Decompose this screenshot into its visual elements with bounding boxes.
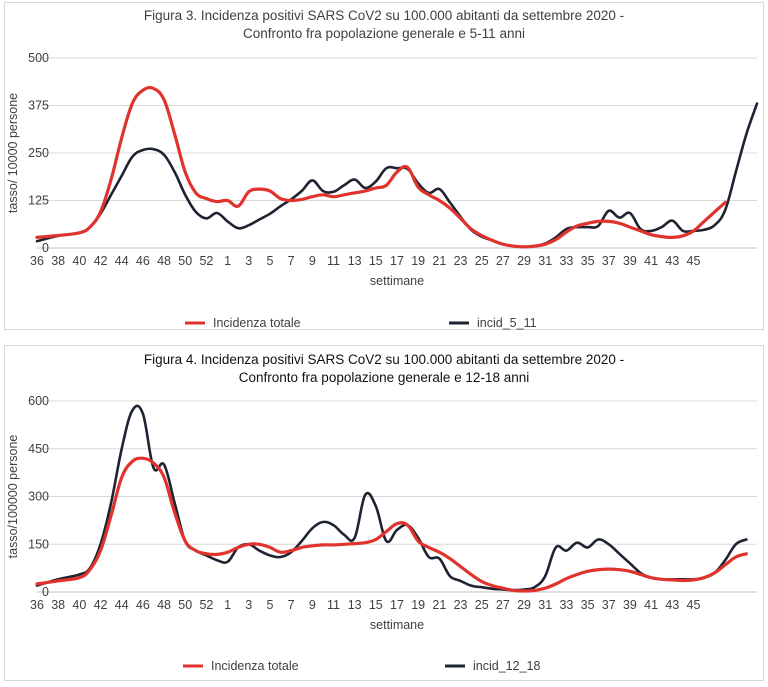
y-tick-label: 0 bbox=[42, 241, 49, 255]
x-tick-label: 50 bbox=[178, 254, 192, 268]
x-tick-label: 41 bbox=[644, 254, 658, 268]
x-tick-label: 46 bbox=[136, 598, 150, 612]
x-tick-label: 38 bbox=[51, 254, 65, 268]
y-tick-label: 300 bbox=[28, 490, 49, 504]
x-tick-label: 21 bbox=[432, 598, 446, 612]
legend-label: incid_12_18 bbox=[473, 659, 540, 673]
x-tick-label: 37 bbox=[602, 254, 616, 268]
series-line-incidenza-totale bbox=[35, 456, 748, 593]
x-tick-label: 25 bbox=[475, 254, 489, 268]
x-tick-label: 39 bbox=[623, 598, 637, 612]
x-tick-label: 48 bbox=[157, 254, 171, 268]
x-tick-label: 7 bbox=[288, 254, 295, 268]
x-tick-label: 43 bbox=[665, 598, 679, 612]
x-tick-label: 27 bbox=[496, 598, 510, 612]
legend-label: Incidenza totale bbox=[211, 659, 299, 673]
x-tick-label: 15 bbox=[369, 598, 383, 612]
x-tick-label: 37 bbox=[602, 598, 616, 612]
x-tick-label: 13 bbox=[348, 254, 362, 268]
x-tick-label: 3 bbox=[245, 254, 252, 268]
x-tick-label: 29 bbox=[517, 254, 531, 268]
x-tick-label: 19 bbox=[411, 598, 425, 612]
x-tick-label: 17 bbox=[390, 254, 404, 268]
x-tick-label: 5 bbox=[266, 598, 273, 612]
x-tick-label: 33 bbox=[559, 598, 573, 612]
x-tick-label: 17 bbox=[390, 598, 404, 612]
y-tick-label: 0 bbox=[42, 585, 49, 599]
y-tick-label: 125 bbox=[28, 194, 49, 208]
y-tick-label: 500 bbox=[28, 51, 49, 65]
series-line-incid-classe bbox=[35, 404, 748, 592]
x-tick-label: 29 bbox=[517, 598, 531, 612]
y-axis-title: tasso/ 10000 persone bbox=[6, 93, 20, 213]
x-tick-label: 1 bbox=[224, 254, 231, 268]
y-tick-label: 375 bbox=[28, 99, 49, 113]
x-tick-label: 27 bbox=[496, 254, 510, 268]
legend-label: incid_5_11 bbox=[477, 316, 537, 330]
x-tick-label: 48 bbox=[157, 598, 171, 612]
x-tick-label: 52 bbox=[199, 598, 213, 612]
x-tick-label: 13 bbox=[348, 598, 362, 612]
x-tick-label: 42 bbox=[94, 598, 108, 612]
x-tick-label: 9 bbox=[309, 254, 316, 268]
x-tick-label: 36 bbox=[30, 598, 44, 612]
legend-label: Incidenza totale bbox=[213, 316, 301, 330]
x-tick-label: 52 bbox=[199, 254, 213, 268]
y-axis-title: tasso/100000 persone bbox=[6, 435, 20, 559]
x-tick-label: 31 bbox=[538, 598, 552, 612]
x-tick-label: 35 bbox=[581, 598, 595, 612]
x-tick-label: 9 bbox=[309, 598, 316, 612]
x-tick-label: 45 bbox=[687, 254, 701, 268]
x-tick-label: 41 bbox=[644, 598, 658, 612]
series-line-incid-classe bbox=[35, 102, 759, 249]
x-tick-label: 11 bbox=[327, 598, 340, 612]
chart-panel-figura-3: Figura 3. Incidenza positivi SARS CoV2 s… bbox=[4, 2, 764, 330]
x-tick-label: 11 bbox=[327, 254, 340, 268]
x-tick-label: 33 bbox=[559, 254, 573, 268]
x-tick-label: 50 bbox=[178, 598, 192, 612]
x-tick-label: 35 bbox=[581, 254, 595, 268]
x-tick-label: 40 bbox=[72, 254, 86, 268]
x-tick-label: 44 bbox=[115, 254, 129, 268]
x-tick-label: 5 bbox=[266, 254, 273, 268]
x-tick-label: 25 bbox=[475, 598, 489, 612]
chart-subtitle: Confronto fra popolazione generale e 12-… bbox=[238, 370, 530, 385]
x-tick-label: 44 bbox=[115, 598, 129, 612]
x-tick-label: 7 bbox=[288, 598, 295, 612]
x-axis-title: settimane bbox=[370, 274, 424, 288]
y-tick-label: 150 bbox=[28, 537, 49, 551]
x-tick-label: 23 bbox=[454, 598, 468, 612]
x-tick-label: 36 bbox=[30, 254, 44, 268]
x-tick-label: 21 bbox=[432, 254, 446, 268]
x-tick-label: 40 bbox=[72, 598, 86, 612]
x-tick-label: 46 bbox=[136, 254, 150, 268]
y-tick-label: 450 bbox=[28, 442, 49, 456]
x-tick-label: 3 bbox=[245, 598, 252, 612]
x-tick-label: 23 bbox=[454, 254, 468, 268]
x-tick-label: 45 bbox=[687, 598, 701, 612]
y-tick-label: 600 bbox=[28, 394, 49, 408]
x-tick-label: 43 bbox=[665, 254, 679, 268]
x-tick-label: 15 bbox=[369, 254, 383, 268]
x-axis-title: settimane bbox=[370, 618, 424, 632]
y-tick-label: 250 bbox=[28, 146, 49, 160]
series-line-incidenza-totale bbox=[35, 85, 727, 249]
x-tick-label: 42 bbox=[94, 254, 108, 268]
x-tick-label: 39 bbox=[623, 254, 637, 268]
x-tick-label: 1 bbox=[224, 598, 231, 612]
x-tick-label: 38 bbox=[51, 598, 65, 612]
chart-panel-figura-4: Figura 4. Incidenza positivi SARS CoV2 s… bbox=[4, 345, 764, 681]
chart-title: Figura 3. Incidenza positivi SARS CoV2 s… bbox=[143, 8, 625, 23]
chart-subtitle: Confronto fra popolazione generale e 5-1… bbox=[243, 26, 525, 41]
chart-title: Figura 4. Incidenza positivi SARS CoV2 s… bbox=[143, 352, 625, 367]
x-tick-label: 19 bbox=[411, 254, 425, 268]
x-tick-label: 31 bbox=[538, 254, 552, 268]
